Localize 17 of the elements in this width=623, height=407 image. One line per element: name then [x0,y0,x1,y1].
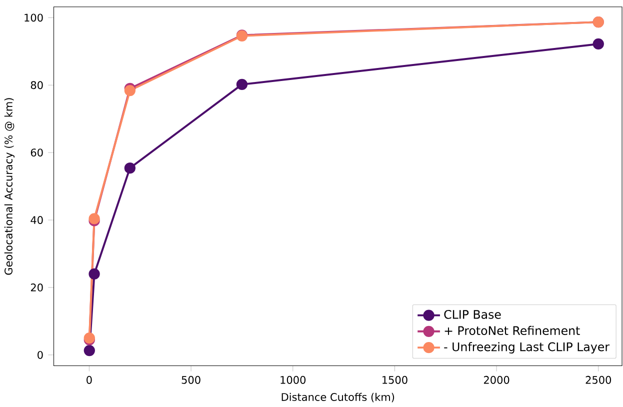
legend-label: CLIP Base [444,310,501,320]
x-tick-label: 2500 [586,376,612,384]
x-tick-label: 0 [86,376,92,384]
x-tick-label: 500 [182,376,200,384]
y-tick-label: 0 [38,351,43,360]
y-tick-label: 20 [30,284,43,292]
legend-label: - Unfreezing Last CLIP Layer [444,342,610,354]
y-tick-label: 40 [30,216,43,224]
y-tick-label: 80 [30,81,43,90]
x-tick-label: 2000 [484,376,510,384]
x-tick-label: 1000 [280,376,306,384]
y-tick-label: 100 [24,14,43,22]
x-axis-title: Distance Cutoffs (km) [282,393,394,402]
x-tick-label: 1500 [382,376,408,384]
y-tick-label: 60 [30,148,43,157]
y-axis-title: Geolocational Accuracy (% @ km) [4,98,15,275]
legend-label: + ProtoNet Refinement [444,326,580,336]
